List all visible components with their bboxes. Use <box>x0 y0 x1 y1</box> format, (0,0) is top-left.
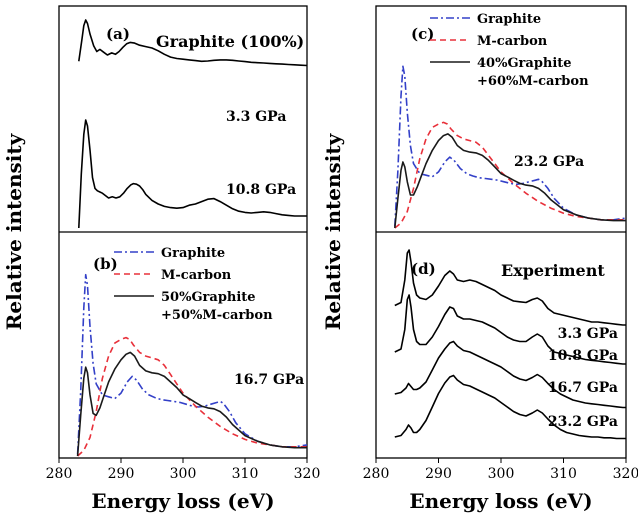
series-line-d-0 <box>394 249 626 326</box>
series-line-c-2 <box>394 133 626 229</box>
legend-label-b-2: 50%Graphite <box>161 290 256 305</box>
y-axis-label-right: Relative intensity <box>321 132 345 330</box>
x-tick-label-b-290: 290 <box>108 466 135 482</box>
series-label-d-23-2: 23.2 GPa <box>548 414 618 430</box>
series-line-c-0 <box>394 65 627 227</box>
x-tick-label-d-290: 290 <box>425 466 452 482</box>
legend-label-b-0: Graphite <box>161 246 225 261</box>
legend-label-c-1: M-carbon <box>477 34 548 49</box>
legend-label-c-2: 40%Graphite <box>477 56 572 71</box>
series-line-d-1 <box>394 294 626 365</box>
panel-a-title: Graphite (100%) <box>156 32 304 51</box>
y-axis-label-left: Relative intensity <box>2 132 26 330</box>
panel-c-label: (c) <box>411 25 434 43</box>
axis-ticks: 280 290 300 310 320 280 290 300 310 320 <box>46 458 638 482</box>
series-line-a-0 <box>78 19 308 67</box>
panel-b-label: (b) <box>93 255 118 273</box>
x-tick-label-b-320: 320 <box>294 466 321 482</box>
series-label-d-16-7: 16.7 GPa <box>548 380 618 396</box>
series-line-d-2 <box>394 340 626 409</box>
panel-b-annotation: 16.7 GPa <box>234 372 304 388</box>
x-tick-label-b-310: 310 <box>232 466 259 482</box>
series-line-b-1 <box>77 336 307 457</box>
series-line-b-0 <box>76 273 308 455</box>
series-line-a-1 <box>78 119 307 229</box>
x-tick-label-b-280: 280 <box>46 466 73 482</box>
panel-c-annotation: 23.2 GPa <box>514 154 584 170</box>
x-tick-label-d-300: 300 <box>488 466 515 482</box>
series-label-a-3-3: 3.3 GPa <box>226 109 286 125</box>
x-tick-label-b-300: 300 <box>170 466 197 482</box>
legend-label-b-1: M-carbon <box>161 268 232 283</box>
legends: Graphite M-carbon 50%Graphite +50%M-carbon G… <box>114 12 589 323</box>
legend-label-c-0: Graphite <box>477 12 541 27</box>
panel-d-title: Experiment <box>501 261 605 280</box>
legend-label-c-2-line2: +60%M-carbon <box>477 74 589 89</box>
series-line-c-1 <box>394 121 626 229</box>
panel-d-label: (d) <box>411 260 436 278</box>
series-label-a-10-8: 10.8 GPa <box>226 182 296 198</box>
series-label-d-10-8: 10.8 GPa <box>548 348 618 364</box>
series-line-d-3 <box>394 374 626 440</box>
x-axis-label-right: Energy loss (eV) <box>409 489 592 513</box>
x-tick-label-d-320: 320 <box>613 466 638 482</box>
x-tick-label-d-280: 280 <box>363 466 390 482</box>
series-lines <box>76 19 627 457</box>
legend-label-b-2-line2: +50%M-carbon <box>161 308 273 323</box>
series-line-b-2 <box>76 351 307 457</box>
panel-a-label: (a) <box>106 25 130 43</box>
series-label-d-3-3: 3.3 GPa <box>558 326 618 342</box>
x-tick-label-d-310: 310 <box>550 466 577 482</box>
x-axis-label-left: Energy loss (eV) <box>91 489 274 513</box>
